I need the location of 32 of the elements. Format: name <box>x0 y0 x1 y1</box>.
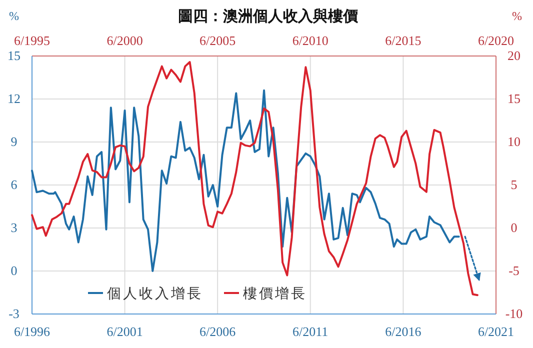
y-tick-label: 15 <box>8 48 20 63</box>
x-tick-label: 6/2016 <box>385 324 422 339</box>
y-tick-label: 6 <box>10 177 18 192</box>
y2-tick-label: 5 <box>510 177 518 192</box>
y-tick-label: 9 <box>10 134 18 149</box>
x2-tick-label: 6/2005 <box>200 33 236 48</box>
y-tick-label: 12 <box>8 91 20 106</box>
y-tick-label: 0 <box>10 263 18 278</box>
line-series <box>31 89 460 272</box>
legend-label: 個人收入增長 <box>107 286 203 302</box>
y2-tick-label: -5 <box>508 263 520 278</box>
x-tick-label: 6/1996 <box>14 324 51 339</box>
y2-tick-label: 20 <box>508 48 520 63</box>
y2-tick-label: -10 <box>505 306 523 321</box>
y2-tick-label: 10 <box>508 134 520 149</box>
y-tick-label: 3 <box>10 220 18 235</box>
y2-tick-label: 15 <box>508 91 520 106</box>
x2-tick-label: 6/2015 <box>385 33 422 48</box>
legend-label: 樓價增長 <box>243 286 307 302</box>
y2-tick-label: 0 <box>510 220 518 235</box>
y-axis-title: % <box>9 9 19 23</box>
x2-tick-label: 6/2010 <box>292 33 328 48</box>
chart-title: 圖四：澳洲個人收入與樓價 <box>178 8 359 25</box>
x-tick-label: 6/2021 <box>478 324 514 339</box>
x-tick-label: 6/2001 <box>106 324 143 339</box>
x-tick-label: 6/2006 <box>200 324 236 339</box>
x2-tick-label: 6/2000 <box>106 33 143 48</box>
y-tick-label: -3 <box>8 306 20 321</box>
y2-axis-title: % <box>512 9 522 23</box>
x2-tick-label: 6/2020 <box>478 33 514 48</box>
x2-tick-label: 6/1995 <box>14 33 50 48</box>
x-tick-label: 6/2011 <box>292 324 328 339</box>
